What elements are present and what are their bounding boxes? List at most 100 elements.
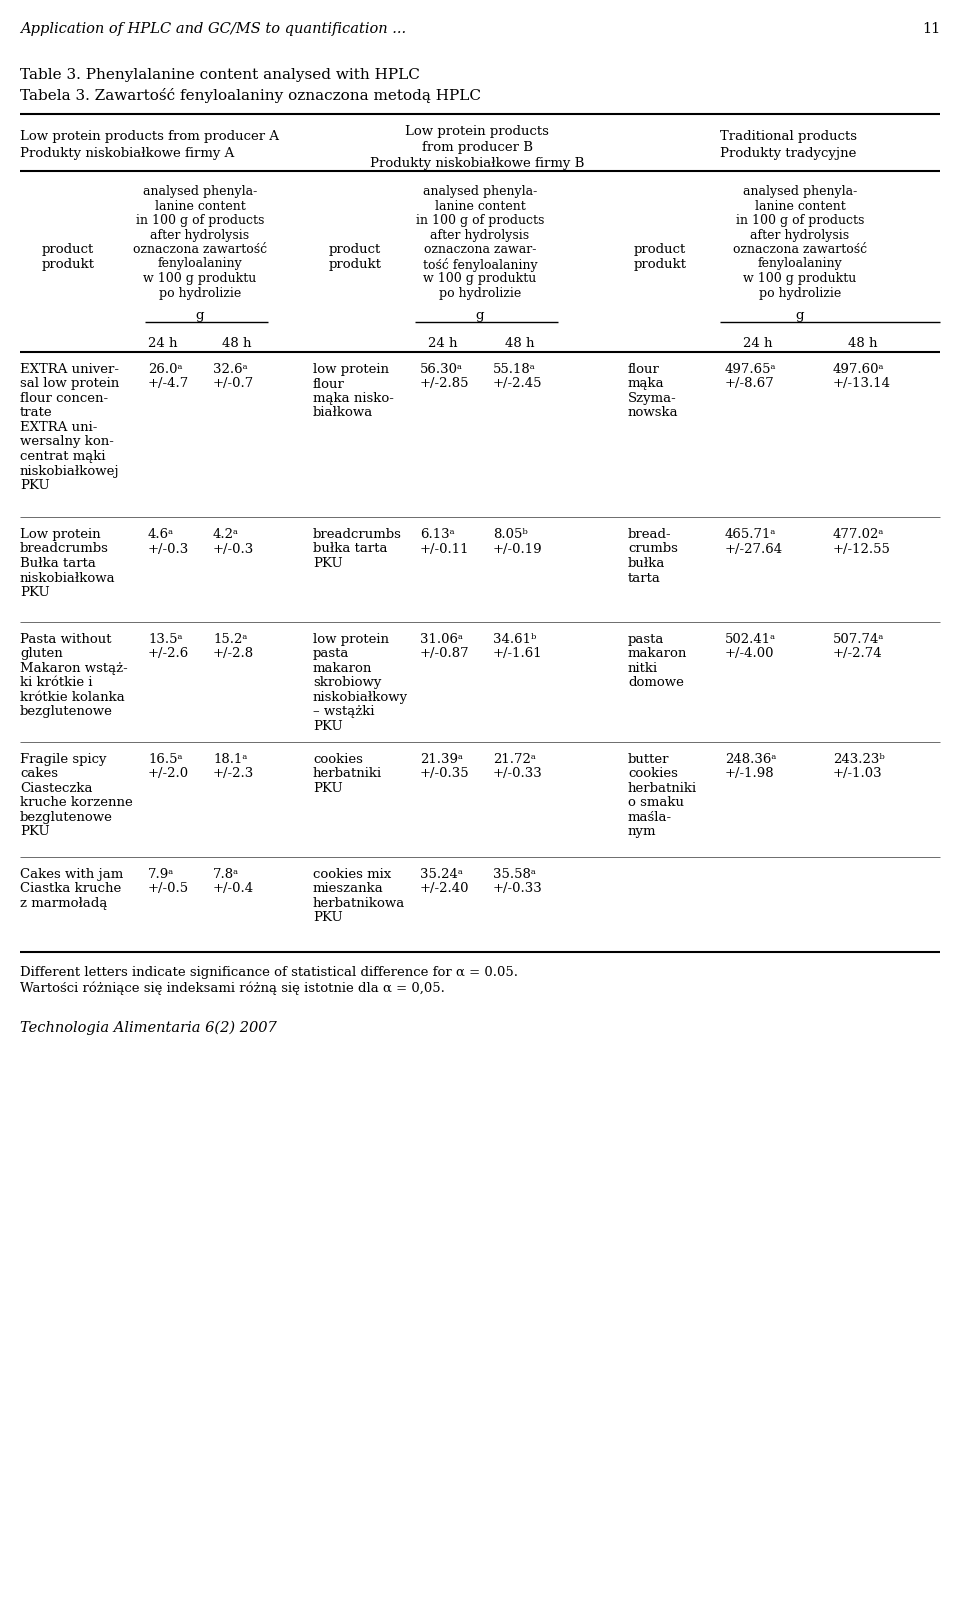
- Text: makaron: makaron: [628, 647, 687, 660]
- Text: mąka: mąka: [628, 378, 664, 391]
- Text: Pasta without: Pasta without: [20, 633, 111, 646]
- Text: +/-2.85: +/-2.85: [420, 378, 469, 391]
- Text: Tabela 3. Zawartość fenyloalaniny oznaczona metodą HPLC: Tabela 3. Zawartość fenyloalaniny oznacz…: [20, 87, 481, 103]
- Text: Wartości różniące się indeksami różną się istotnie dla α = 0,05.: Wartości różniące się indeksami różną si…: [20, 981, 444, 994]
- Text: po hydrolizie: po hydrolizie: [158, 286, 241, 299]
- Text: +/-2.40: +/-2.40: [420, 881, 469, 894]
- Text: +/-2.0: +/-2.0: [148, 767, 189, 780]
- Text: lanine content: lanine content: [435, 200, 525, 213]
- Text: niskobiałkowy: niskobiałkowy: [313, 691, 408, 704]
- Text: 497.60ᵃ: 497.60ᵃ: [833, 363, 884, 376]
- Text: crumbs: crumbs: [628, 542, 678, 555]
- Text: 7.9ᵃ: 7.9ᵃ: [148, 867, 175, 881]
- Text: 18.1ᵃ: 18.1ᵃ: [213, 752, 248, 765]
- Text: +/-0.7: +/-0.7: [213, 378, 254, 391]
- Text: PKU: PKU: [313, 557, 343, 570]
- Text: 16.5ᵃ: 16.5ᵃ: [148, 752, 182, 765]
- Text: gluten: gluten: [20, 647, 62, 660]
- Text: w 100 g produktu: w 100 g produktu: [423, 271, 537, 284]
- Text: EXTRA univer-: EXTRA univer-: [20, 363, 119, 376]
- Text: 35.24ᵃ: 35.24ᵃ: [420, 867, 463, 881]
- Text: nym: nym: [628, 825, 657, 838]
- Text: 34.61ᵇ: 34.61ᵇ: [493, 633, 537, 646]
- Text: 21.39ᵃ: 21.39ᵃ: [420, 752, 463, 765]
- Text: bezglutenowe: bezglutenowe: [20, 705, 113, 718]
- Text: g: g: [476, 308, 484, 321]
- Text: +/-2.8: +/-2.8: [213, 647, 254, 660]
- Text: 26.0ᵃ: 26.0ᵃ: [148, 363, 182, 376]
- Text: PKU: PKU: [20, 825, 50, 838]
- Text: w 100 g produktu: w 100 g produktu: [743, 271, 856, 284]
- Text: analysed phenyla-: analysed phenyla-: [422, 186, 538, 199]
- Text: 7.8ᵃ: 7.8ᵃ: [213, 867, 239, 881]
- Text: kruche korzenne: kruche korzenne: [20, 796, 132, 809]
- Text: 4.2ᵃ: 4.2ᵃ: [213, 528, 239, 541]
- Text: nitki: nitki: [628, 662, 659, 675]
- Text: in 100 g of products: in 100 g of products: [135, 215, 264, 228]
- Text: 6.13ᵃ: 6.13ᵃ: [420, 528, 455, 541]
- Text: trate: trate: [20, 407, 53, 420]
- Text: bułka tarta: bułka tarta: [313, 542, 388, 555]
- Text: 48 h: 48 h: [849, 337, 877, 350]
- Text: +/-2.6: +/-2.6: [148, 647, 189, 660]
- Text: PKU: PKU: [313, 910, 343, 923]
- Text: sal low protein: sal low protein: [20, 378, 119, 391]
- Text: Application of HPLC and GC/MS to quantification ...: Application of HPLC and GC/MS to quantif…: [20, 23, 406, 36]
- Text: produkt: produkt: [328, 258, 381, 271]
- Text: EXTRA uni-: EXTRA uni-: [20, 421, 97, 434]
- Text: 502.41ᵃ: 502.41ᵃ: [725, 633, 776, 646]
- Text: herbatnikowa: herbatnikowa: [313, 896, 405, 909]
- Text: cookies mix: cookies mix: [313, 867, 392, 881]
- Text: Technologia Alimentaria 6(2) 2007: Technologia Alimentaria 6(2) 2007: [20, 1020, 276, 1035]
- Text: +/-4.00: +/-4.00: [725, 647, 775, 660]
- Text: +/-0.11: +/-0.11: [420, 542, 469, 555]
- Text: Produkty niskobiałkowe firmy B: Produkty niskobiałkowe firmy B: [370, 157, 585, 169]
- Text: bezglutenowe: bezglutenowe: [20, 810, 113, 823]
- Text: 4.6ᵃ: 4.6ᵃ: [148, 528, 174, 541]
- Text: makaron: makaron: [313, 662, 372, 675]
- Text: 24 h: 24 h: [743, 337, 773, 350]
- Text: centrat mąki: centrat mąki: [20, 450, 106, 463]
- Text: ki krótkie i: ki krótkie i: [20, 676, 92, 689]
- Text: +/-1.61: +/-1.61: [493, 647, 542, 660]
- Text: +/-13.14: +/-13.14: [833, 378, 891, 391]
- Text: +/-1.98: +/-1.98: [725, 767, 775, 780]
- Text: 24 h: 24 h: [148, 337, 178, 350]
- Text: w 100 g produktu: w 100 g produktu: [143, 271, 256, 284]
- Text: +/-0.35: +/-0.35: [420, 767, 469, 780]
- Text: +/-2.74: +/-2.74: [833, 647, 882, 660]
- Text: Ciastka kruche: Ciastka kruche: [20, 881, 121, 894]
- Text: +/-2.3: +/-2.3: [213, 767, 254, 780]
- Text: +/-4.7: +/-4.7: [148, 378, 189, 391]
- Text: Traditional products: Traditional products: [719, 129, 856, 144]
- Text: 32.6ᵃ: 32.6ᵃ: [213, 363, 248, 376]
- Text: low protein: low protein: [313, 363, 389, 376]
- Text: krótkie kolanka: krótkie kolanka: [20, 691, 125, 704]
- Text: oznaczona zawartość: oznaczona zawartość: [732, 242, 867, 257]
- Text: nowska: nowska: [628, 407, 679, 420]
- Text: PKU: PKU: [313, 720, 343, 733]
- Text: Low protein products: Low protein products: [405, 124, 549, 137]
- Text: niskobiałkowej: niskobiałkowej: [20, 465, 120, 478]
- Text: 243.23ᵇ: 243.23ᵇ: [833, 752, 885, 765]
- Text: 497.65ᵃ: 497.65ᵃ: [725, 363, 777, 376]
- Text: po hydrolizie: po hydrolizie: [439, 286, 521, 299]
- Text: Low protein products from producer A: Low protein products from producer A: [20, 129, 279, 144]
- Text: 8.05ᵇ: 8.05ᵇ: [493, 528, 528, 541]
- Text: +/-12.55: +/-12.55: [833, 542, 891, 555]
- Text: – wstążki: – wstążki: [313, 705, 374, 718]
- Text: Ciasteczka: Ciasteczka: [20, 781, 92, 794]
- Text: 55.18ᵃ: 55.18ᵃ: [493, 363, 536, 376]
- Text: 507.74ᵃ: 507.74ᵃ: [833, 633, 884, 646]
- Text: tość fenyloalaniny: tość fenyloalaniny: [422, 257, 538, 271]
- Text: Cakes with jam: Cakes with jam: [20, 867, 123, 881]
- Text: produkt: produkt: [41, 258, 94, 271]
- Text: product: product: [42, 244, 94, 257]
- Text: product: product: [634, 244, 686, 257]
- Text: breadcrumbs: breadcrumbs: [20, 542, 108, 555]
- Text: Table 3. Phenylalanine content analysed with HPLC: Table 3. Phenylalanine content analysed …: [20, 68, 420, 82]
- Text: 477.02ᵃ: 477.02ᵃ: [833, 528, 884, 541]
- Text: Produkty niskobiałkowe firmy A: Produkty niskobiałkowe firmy A: [20, 147, 234, 160]
- Text: in 100 g of products: in 100 g of products: [735, 215, 864, 228]
- Text: 11: 11: [922, 23, 940, 36]
